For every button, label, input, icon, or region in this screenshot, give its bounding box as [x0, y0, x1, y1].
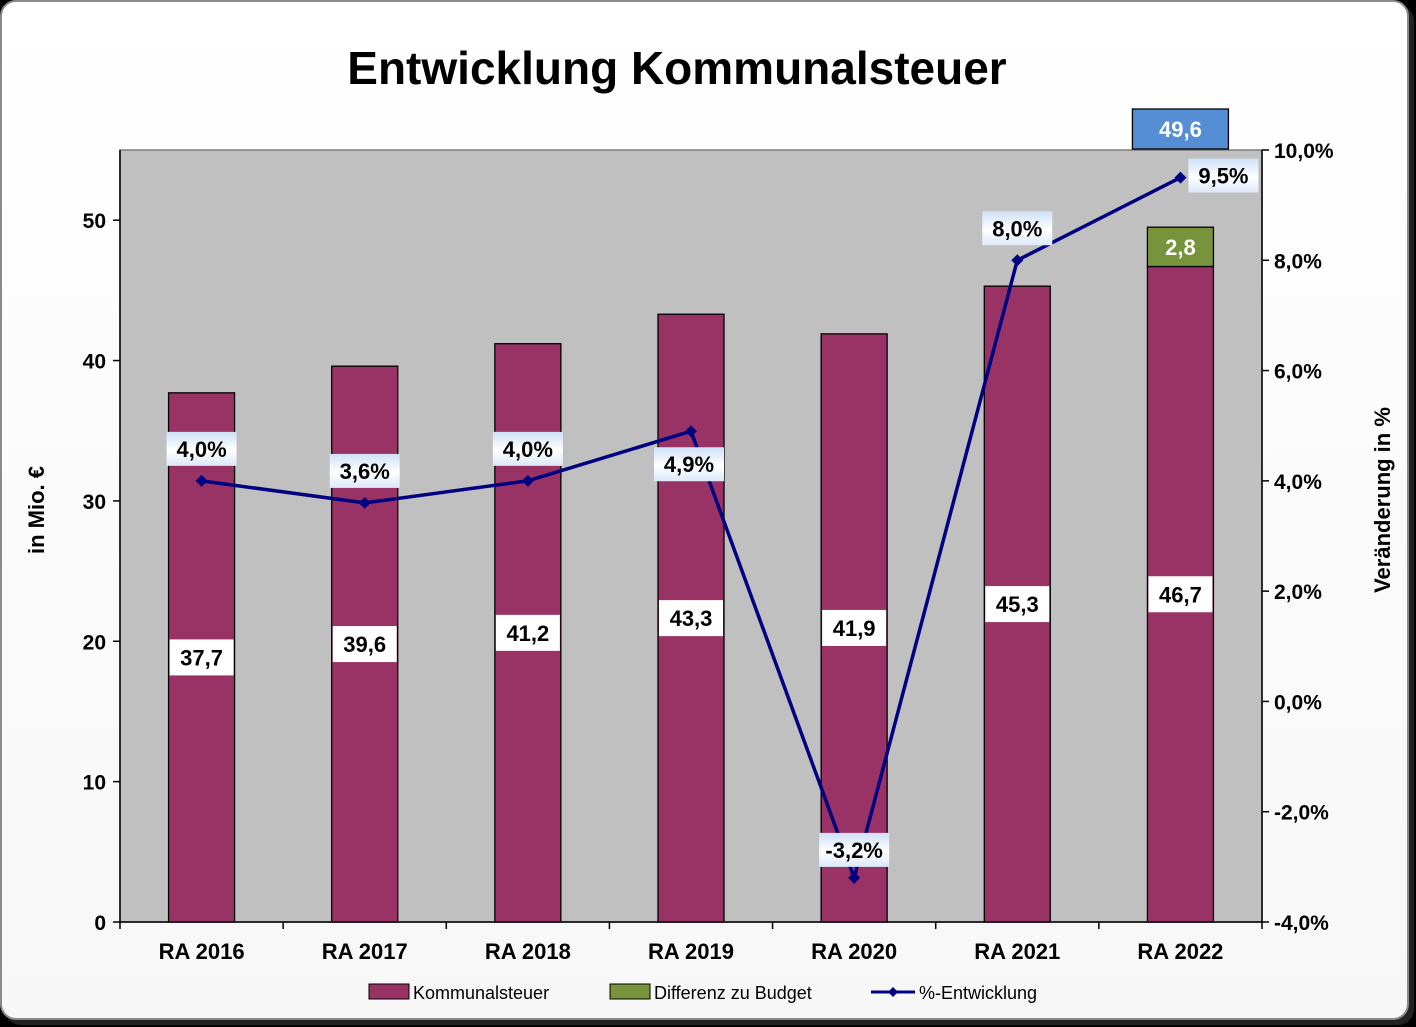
- bar-label-box: [985, 586, 1050, 623]
- legend-marker: [888, 987, 898, 997]
- line-value-label: 4,0%: [503, 437, 553, 462]
- x-tick-label: RA 2017: [322, 939, 408, 964]
- line-value-label: 4,9%: [664, 452, 714, 477]
- legend-label: %-Entwicklung: [919, 983, 1037, 1003]
- line-label-box: [329, 453, 400, 488]
- y2-tick-label: 6,0%: [1274, 361, 1322, 384]
- line-value-label: 9,5%: [1198, 164, 1248, 189]
- line-value-label: 4,0%: [176, 437, 226, 462]
- line-marker: [685, 425, 697, 438]
- line-label-box: [492, 431, 563, 466]
- x-tick-label: RA 2018: [485, 939, 571, 964]
- y2-tick-label: 0,0%: [1274, 691, 1322, 714]
- bar-value-label: 43,3: [670, 606, 713, 631]
- line-label-box: [819, 832, 890, 867]
- bar-value-label: 39,6: [343, 632, 386, 657]
- line-marker: [1174, 171, 1187, 184]
- bar-value-label: 46,7: [1159, 582, 1202, 607]
- y2-tick-label: 10,0%: [1274, 140, 1334, 163]
- bar-label-box: [332, 626, 397, 663]
- line-label-box: [166, 431, 237, 466]
- legend-swatch: [368, 983, 410, 1000]
- x-tick-label: RA 2019: [648, 939, 734, 964]
- chart-title: Entwicklung Kommunalsteuer: [347, 42, 1007, 94]
- y-tick-label: 20: [83, 631, 106, 654]
- bar-value-label: 41,2: [506, 621, 549, 646]
- line-label-box: [982, 211, 1053, 246]
- line-label-box: [654, 447, 724, 482]
- y2-tick-label: -4,0%: [1274, 912, 1329, 935]
- line-value-label: 3,6%: [340, 459, 390, 484]
- bar-label-box: [495, 614, 560, 651]
- y2-tick-label: -2,0%: [1274, 802, 1329, 825]
- x-tick-label: RA 2020: [811, 939, 897, 964]
- line-value-label: 8,0%: [992, 216, 1042, 241]
- line-marker: [521, 474, 534, 487]
- line-marker: [848, 871, 861, 884]
- legend-label: Kommunalsteuer: [413, 983, 549, 1003]
- bar-value-label: 41,9: [833, 616, 876, 641]
- y2-tick-label: 8,0%: [1274, 250, 1322, 273]
- legend-label: Differenz zu Budget: [654, 983, 812, 1003]
- bar-label-box: [1148, 576, 1213, 613]
- x-tick-label: RA 2022: [1137, 939, 1223, 964]
- legend-swatch: [609, 983, 651, 1000]
- bar-value-label: 45,3: [996, 592, 1039, 617]
- line-marker: [195, 474, 208, 487]
- y2-tick-label: 4,0%: [1274, 471, 1322, 494]
- y-axis-title: in Mio. €: [24, 466, 49, 554]
- total-value-label: 49,6: [1159, 117, 1202, 142]
- x-tick-label: RA 2016: [159, 939, 245, 964]
- total-label-box: [1131, 108, 1230, 150]
- y-tick-label: 40: [83, 351, 106, 374]
- y-tick-label: 50: [83, 210, 106, 233]
- bar-label-box: [822, 609, 887, 646]
- line-value-label: -3,2%: [825, 838, 882, 863]
- y2-tick-label: 2,0%: [1274, 581, 1322, 604]
- y-tick-label: 30: [83, 491, 106, 514]
- bar-value-label: 37,7: [180, 645, 223, 670]
- bar-differenz-zu-budget: [1146, 226, 1215, 268]
- line-label-box: [1188, 158, 1259, 193]
- diff-value-label: 2,8: [1165, 235, 1196, 260]
- y2-axis-title: Veränderung in %: [1370, 407, 1395, 593]
- x-tick-label: RA 2021: [974, 939, 1060, 964]
- line-marker: [358, 496, 371, 509]
- bar-label-box: [169, 639, 234, 676]
- bar-label-box: [659, 600, 723, 637]
- y-tick-label: 0: [94, 912, 106, 935]
- y-tick-label: 10: [83, 772, 106, 795]
